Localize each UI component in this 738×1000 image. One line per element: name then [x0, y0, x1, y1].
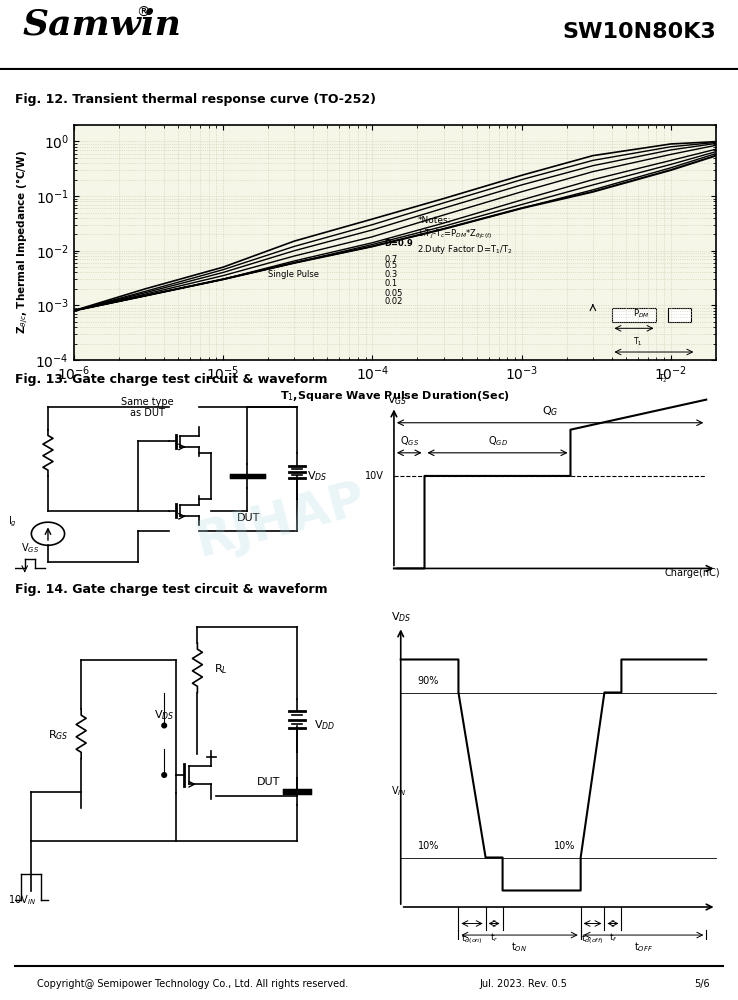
Text: P$_{DM}$: P$_{DM}$ — [633, 308, 650, 320]
Text: ®: ® — [137, 6, 151, 20]
Text: Fig. 12. Transient thermal response curve (TO-252): Fig. 12. Transient thermal response curv… — [15, 94, 376, 106]
FancyBboxPatch shape — [612, 308, 657, 322]
Text: R$_L$: R$_L$ — [214, 663, 228, 676]
Text: 0.5: 0.5 — [384, 261, 397, 270]
Text: Same type
as DUT: Same type as DUT — [121, 397, 174, 418]
Text: 10%: 10% — [554, 841, 575, 851]
Text: 0.3: 0.3 — [384, 270, 398, 279]
Text: t$_{d(on)}$: t$_{d(on)}$ — [461, 932, 483, 946]
Text: t$_{OFF}$: t$_{OFF}$ — [634, 940, 653, 954]
Text: RJHAP: RJHAP — [190, 474, 371, 566]
Text: DUT: DUT — [257, 777, 280, 787]
Text: 5/6: 5/6 — [694, 979, 709, 989]
Text: DUT: DUT — [238, 513, 261, 523]
Text: V$_{GS}$: V$_{GS}$ — [387, 393, 407, 407]
Text: 0.05: 0.05 — [384, 289, 402, 298]
Text: 0.7: 0.7 — [384, 255, 398, 264]
Text: 10V: 10V — [365, 471, 384, 481]
Text: 0.02: 0.02 — [384, 297, 402, 306]
Y-axis label: Z$_{θjc}$, Thermal Impedance (°C/W): Z$_{θjc}$, Thermal Impedance (°C/W) — [15, 151, 30, 334]
Text: D=0.9: D=0.9 — [384, 239, 413, 248]
Text: t$_f$: t$_f$ — [609, 932, 617, 944]
Text: V$_{DD}$: V$_{DD}$ — [314, 719, 335, 732]
Text: V$_{DS}$: V$_{DS}$ — [154, 709, 175, 722]
Text: R$_{GS}$: R$_{GS}$ — [48, 728, 69, 742]
Circle shape — [162, 773, 167, 777]
Text: V$_{DS}$: V$_{DS}$ — [307, 469, 328, 483]
Text: 2.Duty Factor D=T$_1$/T$_2$: 2.Duty Factor D=T$_1$/T$_2$ — [417, 243, 513, 256]
Text: *Notes:: *Notes: — [417, 216, 451, 225]
Text: Q$_G$: Q$_G$ — [542, 404, 559, 418]
Text: Q$_{GS}$: Q$_{GS}$ — [400, 434, 418, 448]
Text: V$_{IN}$: V$_{IN}$ — [390, 785, 406, 798]
Text: t$_{d(off)}$: t$_{d(off)}$ — [582, 932, 604, 946]
Text: V$_{GS}$: V$_{GS}$ — [21, 541, 40, 555]
Text: T$_2$: T$_2$ — [658, 372, 667, 385]
Text: Charge(nC): Charge(nC) — [664, 568, 720, 578]
FancyBboxPatch shape — [669, 308, 691, 322]
Text: 10V$_{IN}$: 10V$_{IN}$ — [8, 894, 36, 907]
Text: t$_r$: t$_r$ — [490, 932, 498, 944]
Text: V$_{DS}$: V$_{DS}$ — [390, 610, 411, 624]
Text: 90%: 90% — [418, 676, 439, 686]
Text: Samwin: Samwin — [22, 7, 181, 41]
Text: 0.1: 0.1 — [384, 279, 397, 288]
Text: I$_g$: I$_g$ — [8, 515, 17, 529]
Text: Fig. 13. Gate charge test circuit & waveform: Fig. 13. Gate charge test circuit & wave… — [15, 373, 327, 386]
X-axis label: T$_1$,Square Wave Pulse Duration(Sec): T$_1$,Square Wave Pulse Duration(Sec) — [280, 389, 510, 403]
Text: SW10N80K3: SW10N80K3 — [562, 21, 716, 41]
Text: Q$_{GD}$: Q$_{GD}$ — [488, 434, 508, 448]
Text: 1.T$_j$-T$_c$=P$_{DM}$*Z$_{θjc(t)}$: 1.T$_j$-T$_c$=P$_{DM}$*Z$_{θjc(t)}$ — [417, 228, 493, 241]
Text: Copyright@ Semipower Technology Co., Ltd. All rights reserved.: Copyright@ Semipower Technology Co., Ltd… — [37, 979, 348, 989]
Text: Fig. 14. Gate charge test circuit & waveform: Fig. 14. Gate charge test circuit & wave… — [15, 584, 328, 596]
Text: t$_{ON}$: t$_{ON}$ — [511, 940, 528, 954]
Text: Single Pulse: Single Pulse — [268, 270, 319, 279]
Circle shape — [162, 723, 167, 728]
Text: T$_1$: T$_1$ — [633, 336, 643, 348]
Text: 10%: 10% — [418, 841, 439, 851]
Text: Jul. 2023. Rev. 0.5: Jul. 2023. Rev. 0.5 — [480, 979, 568, 989]
